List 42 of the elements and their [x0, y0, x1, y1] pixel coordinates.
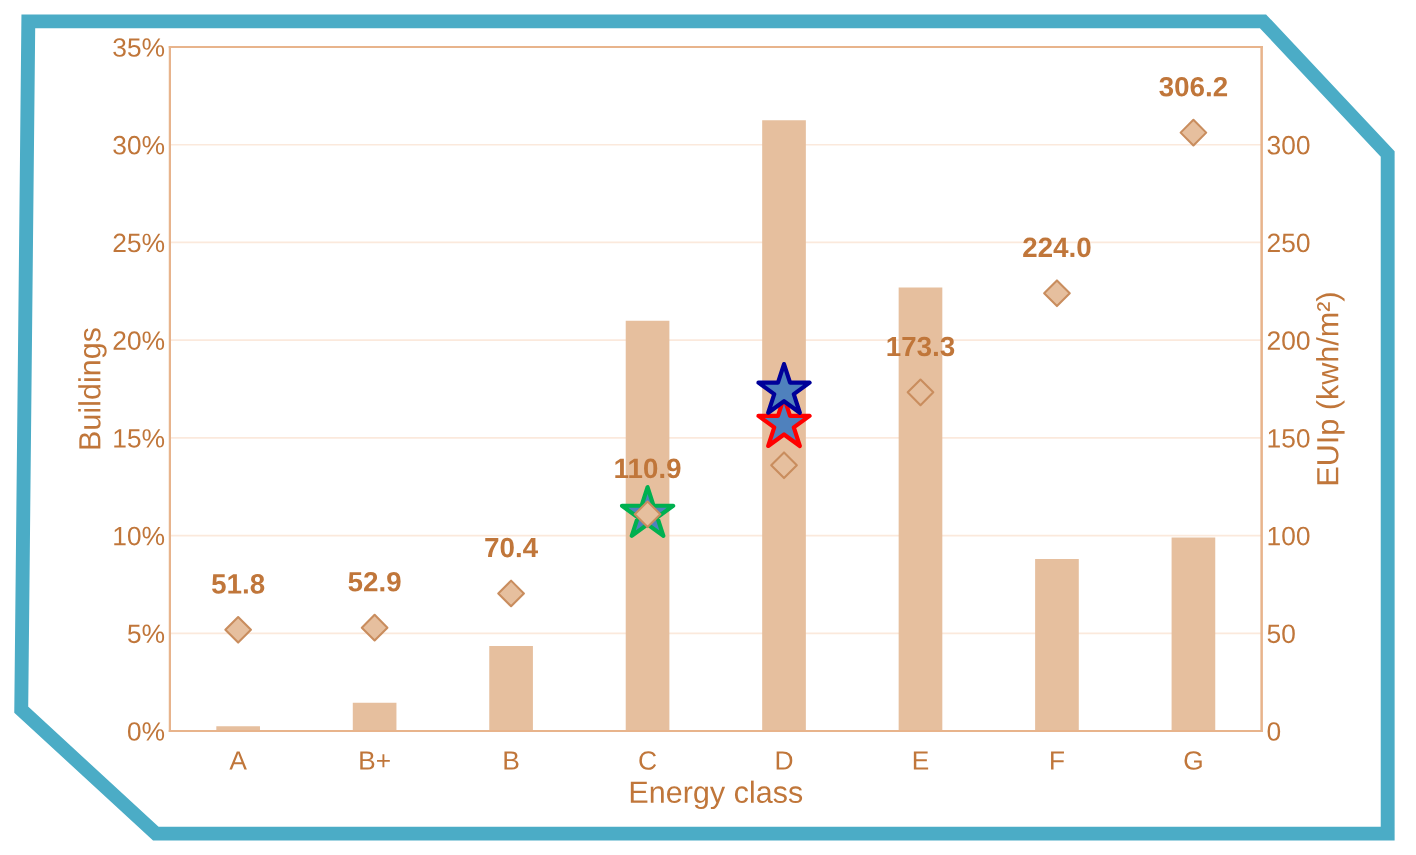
bar — [1035, 559, 1079, 732]
y-tick-label: 15% — [114, 429, 165, 448]
y2-tick-label: 200 — [1267, 331, 1310, 350]
point — [360, 613, 389, 642]
y2-tick-label: 250 — [1267, 233, 1310, 253]
x-tick-label: B — [504, 751, 519, 770]
y-tick-label: 10% — [114, 526, 165, 546]
data-label: 52.9 — [348, 571, 401, 592]
point — [497, 579, 525, 608]
y2-tick-label: 300 — [1267, 135, 1310, 155]
point — [1179, 118, 1208, 147]
data-label: 70.4 — [485, 537, 538, 558]
point — [224, 615, 252, 644]
y2-tick-label: 150 — [1268, 429, 1310, 448]
y-tick-label: 25% — [113, 233, 165, 253]
bar — [489, 646, 533, 732]
data-label: 306.2 — [1159, 76, 1228, 97]
y-axis-title: Buildings — [78, 328, 107, 449]
data-label: 51.8 — [211, 574, 265, 594]
y2-tick-label: 100 — [1268, 526, 1310, 546]
x-tick-label: F — [1051, 751, 1064, 770]
x-tick-label: C — [639, 751, 657, 770]
x-tick-label: B+ — [360, 751, 390, 770]
y2-tick-label: 0 — [1267, 722, 1281, 741]
bar — [352, 702, 397, 732]
x-axis-title: Energy class — [630, 780, 803, 810]
y-tick-label: 0% — [127, 722, 165, 741]
y2-axis-title: EUIp (kwh/m²) — [1316, 293, 1345, 485]
y-tick-label: 20% — [113, 331, 165, 350]
point — [906, 378, 935, 407]
point — [1043, 279, 1071, 308]
data-label: 224.0 — [1023, 237, 1091, 258]
bar — [1171, 537, 1216, 732]
y-tick-label: 5% — [127, 624, 165, 644]
x-tick-label: D — [776, 751, 793, 770]
x-tick-label: A — [229, 751, 247, 770]
y-tick-label: 30% — [113, 135, 165, 155]
x-tick-label: E — [913, 751, 929, 770]
y-tick-label: 35% — [113, 38, 165, 57]
y2-tick-label: 50 — [1267, 624, 1295, 644]
x-tick-label: G — [1184, 751, 1202, 770]
point — [770, 451, 798, 480]
